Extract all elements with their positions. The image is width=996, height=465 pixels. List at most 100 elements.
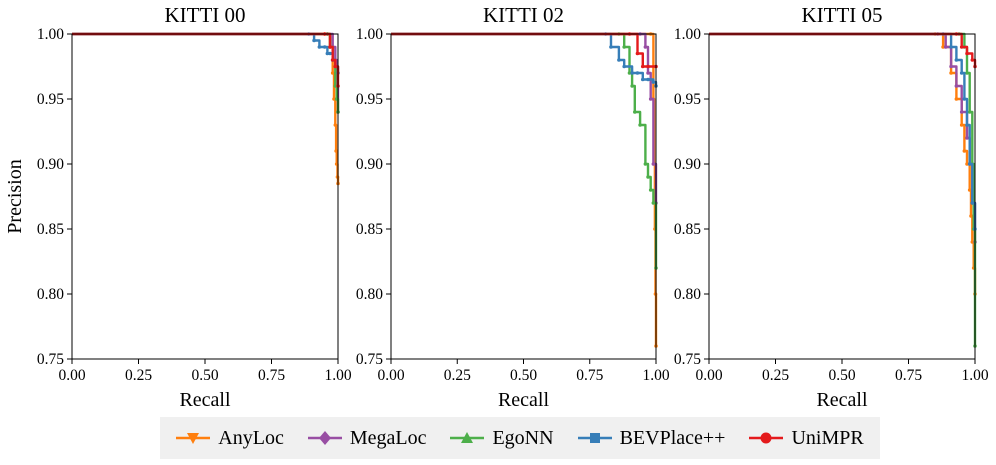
- data-point-anyloc: [941, 45, 945, 49]
- data-point-megaloc: [643, 45, 648, 49]
- data-point-bevplace-: [622, 64, 626, 69]
- legend: AnyLoc MegaLoc EgoNN BEVPlace++ UniMPR: [160, 417, 880, 459]
- x-tick-label: 0.50: [828, 367, 855, 384]
- chart-title: KITTI 05: [801, 3, 882, 27]
- x-tick-label: 0.00: [58, 367, 85, 384]
- data-point-egonn: [638, 123, 642, 127]
- data-point-anyloc: [330, 71, 335, 75]
- diamond-icon: [307, 431, 342, 445]
- x-tick-label: 0.75: [895, 367, 922, 384]
- x-tick-label: 0.00: [695, 367, 722, 384]
- data-point-megaloc: [943, 45, 948, 49]
- series-line-anyloc: [72, 32, 340, 184]
- data-point-megaloc: [949, 64, 953, 69]
- y-tick-label: 0.95: [356, 91, 383, 108]
- series-group: [391, 32, 658, 348]
- data-point-megaloc: [651, 162, 656, 166]
- series-group: [72, 32, 340, 186]
- chart-panel-1: KITTI 00 0.00 0.25 0.50 0.75 1.00 0.75 0.80 0.85…: [4, 3, 352, 411]
- triangle-up-icon: [450, 432, 485, 443]
- data-point-bevplace-: [617, 58, 621, 62]
- data-point-egonn: [646, 175, 650, 179]
- series-line-megaloc: [391, 32, 658, 203]
- y-tick-label: 1.00: [37, 26, 64, 43]
- x-axis-label: Recall: [498, 389, 550, 411]
- series-line-bevplace-: [709, 32, 977, 229]
- data-point-unimpr: [959, 45, 964, 49]
- y-tick-label: 0.85: [37, 221, 64, 238]
- data-point-bevplace-: [322, 45, 327, 49]
- circle-icon: [749, 432, 784, 444]
- data-point-bevplace-: [651, 80, 656, 84]
- y-tick-label: 1.00: [674, 26, 701, 43]
- series-line-bevplace-: [391, 32, 658, 86]
- series-line-megaloc: [72, 32, 340, 112]
- data-point-bevplace-: [967, 162, 972, 166]
- series-line-unimpr: [72, 32, 340, 86]
- data-point-megaloc: [959, 110, 964, 114]
- data-point-anyloc: [970, 240, 975, 244]
- data-point-bevplace-: [635, 71, 640, 75]
- data-point-unimpr: [333, 64, 338, 69]
- series-line-egonn: [709, 32, 977, 346]
- data-point-bevplace-: [609, 45, 613, 49]
- x-tick-label: 1.00: [324, 367, 351, 384]
- data-point-anyloc: [962, 149, 967, 153]
- series-line-bevplace-: [72, 32, 340, 73]
- chart-panel-2: KITTI 02 0.00 0.25 0.50 0.75 1.00 0.75 0.80 0.85…: [356, 3, 670, 411]
- y-tick-label: 0.75: [674, 351, 701, 368]
- data-point-anyloc: [334, 149, 338, 153]
- legend-item-anyloc: AnyLoc: [176, 427, 284, 450]
- legend-item-megaloc: MegaLoc: [307, 427, 426, 450]
- data-point-egonn: [651, 201, 656, 205]
- data-point-bevplace-: [954, 58, 959, 62]
- data-point-anyloc: [965, 162, 969, 166]
- y-tick-label: 0.95: [674, 91, 701, 108]
- data-point-bevplace-: [328, 51, 332, 56]
- x-tick-label: 0.00: [377, 367, 404, 384]
- series-line-megaloc: [709, 32, 977, 242]
- y-axis-label: Precision: [4, 159, 26, 233]
- series-line-egonn: [72, 32, 340, 112]
- data-point-unimpr: [970, 58, 975, 62]
- y-tick-label: 0.75: [37, 351, 64, 368]
- data-point-egonn: [648, 188, 653, 192]
- data-point-megaloc: [954, 84, 959, 88]
- square-icon: [577, 433, 612, 443]
- data-point-egonn: [622, 45, 626, 49]
- data-point-bevplace-: [965, 123, 969, 127]
- series-line-unimpr: [709, 32, 977, 67]
- data-point-anyloc: [954, 97, 959, 101]
- data-point-egonn: [630, 84, 634, 88]
- chart-title: KITTI 00: [164, 3, 245, 27]
- x-tick-label: 1.00: [642, 367, 669, 384]
- y-tick-label: 0.95: [37, 91, 64, 108]
- x-tick-label: 0.75: [258, 367, 285, 384]
- data-point-megaloc: [648, 97, 653, 101]
- legend-item-bevplace: BEVPlace++: [577, 427, 725, 450]
- data-point-anyloc: [332, 97, 336, 101]
- data-point-egonn: [627, 71, 632, 75]
- data-point-egonn: [965, 71, 969, 75]
- data-point-unimpr: [646, 64, 650, 69]
- data-point-bevplace-: [959, 71, 964, 75]
- data-point-bevplace-: [630, 71, 634, 75]
- series-line-unimpr: [391, 32, 656, 68]
- chart-panel-3: KITTI 05 0.00 0.25 0.50 0.75 1.00 0.75 0.80 0.85…: [674, 3, 989, 411]
- plot-frame: [708, 33, 976, 360]
- x-axis-label: Recall: [179, 389, 231, 411]
- data-point-unimpr: [635, 51, 640, 56]
- data-point-bevplace-: [640, 77, 645, 82]
- data-point-unimpr: [640, 64, 645, 69]
- data-point-bevplace-: [317, 45, 322, 49]
- series-line-anyloc: [391, 32, 658, 346]
- y-tick-label: 0.80: [674, 286, 701, 303]
- data-point-megaloc: [646, 71, 650, 75]
- data-point-anyloc: [333, 123, 338, 127]
- y-tick-label: 0.90: [37, 156, 64, 173]
- y-tick-label: 0.80: [356, 286, 383, 303]
- legend-label-unimpr: UniMPR: [791, 426, 864, 449]
- data-point-unimpr: [328, 45, 332, 49]
- y-tick-label: 0.80: [37, 286, 64, 303]
